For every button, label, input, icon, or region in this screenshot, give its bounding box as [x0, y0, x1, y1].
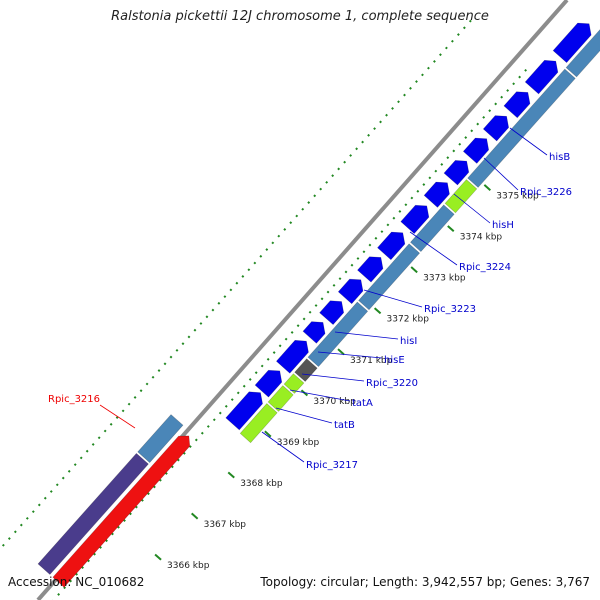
kbp-ticks: 3366 kbp 3367 kbp 3368 kbp 3369 kbp 3370 kbp… [154, 184, 539, 571]
gene-red-block [52, 435, 191, 588]
tick-mark-6 [373, 307, 382, 315]
gene-label-4: Rpic_3220 [366, 378, 418, 389]
gene-lower-3 [294, 358, 318, 382]
leader-line-0 [99, 404, 136, 429]
map-title: Ralstonia pickettii 12J chromosome 1, co… [111, 9, 489, 24]
gene-forward-1 [254, 369, 283, 398]
gene-label-8: Rpic_3224 [459, 262, 511, 273]
leader-line-8 [409, 231, 458, 266]
grid-dotted-lines [0, 19, 528, 600]
gene-forward-2 [275, 339, 309, 374]
gene-lower-1 [267, 385, 294, 412]
gene-forward-5 [337, 278, 364, 305]
leader-line-7 [363, 289, 423, 308]
gene-forward-15 [552, 22, 592, 64]
gene-label-0: Rpic_3216 [48, 394, 100, 405]
leader-line-10 [483, 157, 519, 191]
gene-forward-4 [319, 300, 345, 326]
leader-line-11 [509, 127, 548, 156]
gene-forward-9 [423, 181, 450, 208]
dotted-line-1 [52, 68, 528, 600]
tick-mark-0 [154, 553, 162, 561]
gene-forward-14 [524, 59, 559, 95]
gene-label-1: Rpic_3217 [306, 460, 358, 471]
tick-mark-7 [410, 266, 418, 274]
gene-labels: Rpic_3216 Rpic_3217 tatB tatA Rpic_3220 hisE h… [48, 127, 572, 471]
tick-label-6: 3372 kbp [387, 315, 430, 325]
gene-label-6: hisI [400, 336, 417, 347]
tick-mark-9 [483, 184, 492, 191]
dotted-line-0 [0, 19, 472, 551]
gene-label-9: hisH [492, 220, 514, 231]
gene-forward-12 [482, 115, 510, 142]
tick-label-2: 3368 kbp [240, 479, 283, 489]
gene-rpic3216-cds [137, 414, 184, 464]
gene-lower-0 [239, 403, 278, 444]
gene-label-10: Rpic_3226 [520, 187, 572, 198]
leader-line-1 [261, 431, 305, 463]
gene-forward-13 [503, 91, 531, 119]
gene-lower-8 [467, 68, 576, 188]
gene-forward-10 [443, 160, 470, 186]
tick-label-7: 3373 kbp [423, 274, 466, 284]
leader-line-5 [317, 351, 383, 359]
gene-forward-8 [400, 204, 430, 235]
gene-label-3: tatA [352, 398, 373, 409]
gene-features [37, 22, 600, 588]
gene-label-11: hisB [549, 152, 570, 163]
tick-mark-5 [337, 348, 345, 356]
tick-mark-2 [227, 471, 235, 479]
gene-forward-7 [377, 231, 406, 261]
tick-label-0: 3366 kbp [167, 561, 210, 571]
tick-mark-8 [447, 225, 455, 233]
tick-label-1: 3367 kbp [204, 520, 247, 530]
leader-line-6 [334, 331, 399, 340]
gene-purple-block [37, 452, 149, 575]
gene-label-2: tatB [334, 420, 355, 431]
leader-line-4 [301, 373, 365, 382]
gene-lower-9 [565, 29, 600, 78]
gene-lower-7 [444, 179, 478, 214]
leader-line-3 [289, 389, 351, 402]
tick-label-5: 3371 kbp [350, 356, 393, 366]
tick-label-8: 3374 kbp [460, 233, 503, 243]
leader-line-2 [275, 407, 333, 424]
accession-text: Accession: NC_010682 [8, 575, 145, 589]
gene-forward-6 [357, 256, 384, 283]
leader-line-9 [453, 193, 491, 224]
topology-summary: Topology: circular; Length: 3,942,557 bp… [260, 575, 590, 589]
tick-label-9: 3375 kbp [496, 192, 539, 202]
gene-forward-11 [462, 137, 490, 164]
gene-label-5: hisE [384, 355, 405, 366]
gene-forward-0 [225, 391, 263, 431]
gene-forward-3 [302, 321, 326, 344]
tick-mark-1 [191, 512, 199, 520]
tick-label-3: 3369 kbp [277, 438, 320, 448]
tick-label-4: 3370 kbp [313, 397, 356, 407]
tick-mark-3 [264, 430, 272, 438]
gene-lower-4 [307, 301, 369, 368]
gene-label-7: Rpic_3223 [424, 304, 476, 315]
